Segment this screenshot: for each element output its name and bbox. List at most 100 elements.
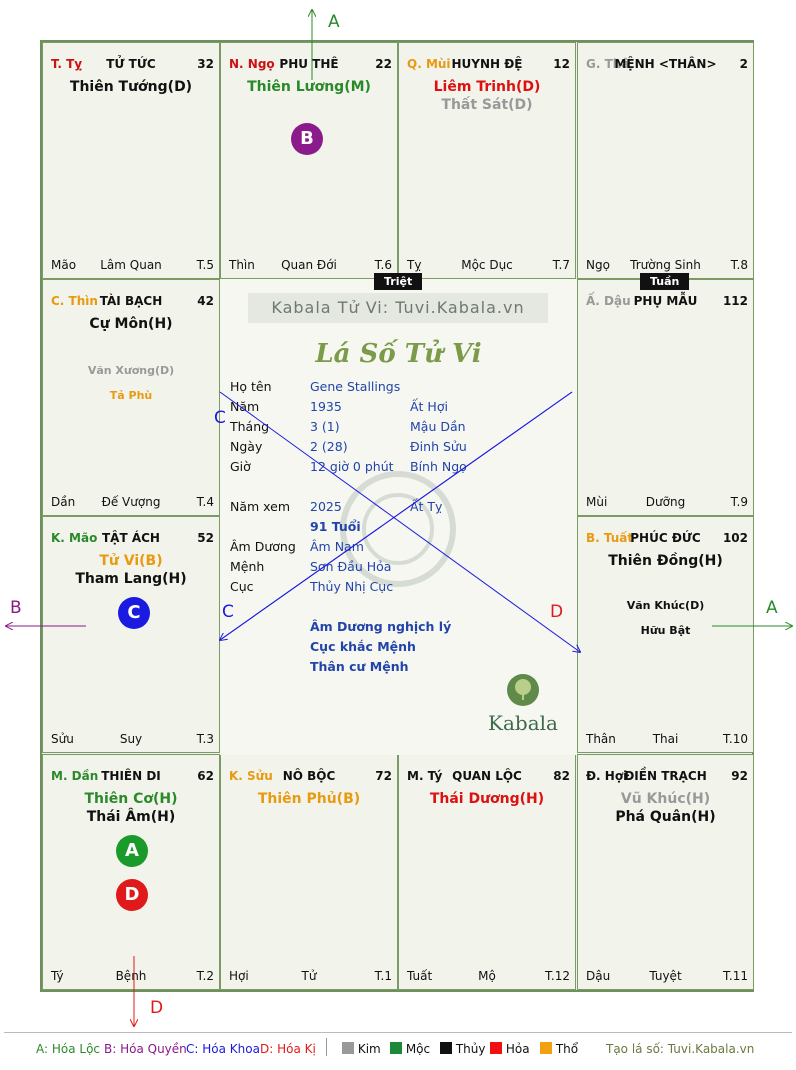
palace-name: NÔ BỘC (282, 769, 336, 783)
palace-branch: Hợi (229, 969, 249, 983)
palace-stem: B. Tuất (586, 531, 634, 545)
palace-dan[interactable]: M. Dần THIÊN DI 62 Thiên Cơ(H) Thái Âm(H) Tý B… (42, 754, 220, 990)
info-value: 2025 (310, 499, 342, 514)
palace-hoi[interactable]: Đ. Hợi ĐIỀN TRẠCH 92 Vũ Khúc(H) Phá Quân(H) D… (577, 754, 754, 990)
palace-number: 72 (375, 769, 392, 783)
transform-badge-d: D (116, 879, 148, 911)
palace-name: QUAN LỘC (452, 769, 522, 783)
palace-period: T.9 (730, 495, 748, 509)
tuan-tag: Tuần (640, 273, 690, 290)
arrow-label-a-top: A (328, 12, 340, 32)
palace-thin[interactable]: C. Thìn TÀI BẠCH 42 Cự Môn(H) Văn Xương(D) Tả… (42, 279, 220, 516)
palace-mao[interactable]: K. Mão TẬT ÁCH 52 Tử Vi(B) Tham Lang(H) Sửu Su… (42, 516, 220, 753)
legend-element: Thủy (440, 1042, 485, 1056)
palace-stage: Lâm Quan (100, 258, 162, 272)
transform-badge-b: B (291, 123, 323, 155)
palace-number: 92 (731, 769, 748, 783)
palace-tuat[interactable]: B. Tuất PHÚC ĐỨC 102 Thiên Đồng(H) Văn Khúc(… (577, 516, 754, 753)
legend-element: Kim (342, 1042, 381, 1056)
palace-period: T.10 (723, 732, 748, 746)
palace-than[interactable]: G. Thâ MỆNH <THÂN> 2 Ngọ Trường Sinh T.8 (577, 42, 754, 279)
transform-badge-c: C (118, 597, 150, 629)
palace-name: THIÊN DI (101, 769, 161, 783)
info-value-secondary: Ất Tỵ (410, 499, 443, 514)
info-value: 1935 (310, 399, 342, 414)
major-star: Thái Âm(H) (86, 809, 176, 825)
chart-note: Cục khắc Mệnh (310, 639, 416, 654)
element-swatch (390, 1042, 402, 1054)
info-value-secondary: Đinh Sửu (410, 439, 467, 454)
palace-stem: T. Tỵ (51, 57, 83, 71)
palace-name: TẬT ÁCH (102, 531, 160, 545)
info-value: Âm Nam (310, 539, 364, 554)
palace-branch: Mùi (586, 495, 608, 509)
palace-ty[interactable]: T. Tỵ TỬ TỨC 32 Thiên Tướng(D) Mão Lâm Quan T.… (42, 42, 220, 279)
palace-branch: Thìn (229, 258, 255, 272)
logo-text: Kabala (488, 711, 558, 735)
element-swatch (490, 1042, 502, 1054)
palace-tys[interactable]: M. Tý QUAN LỘC 82 Thái Dương(H) Tuất Mộ T.12 (398, 754, 576, 990)
palace-number: 52 (197, 531, 214, 545)
palace-stage: Đế Vượng (101, 495, 161, 509)
info-value: 91 Tuổi (310, 519, 361, 534)
palace-stem: G. Thâ (586, 57, 630, 71)
info-key: Năm xem (230, 499, 291, 514)
arrow-label-d-bottom: D (150, 998, 164, 1018)
info-value: 3 (1) (310, 419, 340, 434)
chart-board: T. Tỵ TỬ TỨC 32 Thiên Tướng(D) Mão Lâm Quan T.… (40, 40, 754, 992)
chart-title: Lá Số Tử Vi (315, 339, 482, 369)
palace-stage: Dưỡng (645, 495, 686, 509)
major-star: Thiên Phủ(B) (257, 791, 361, 807)
palace-number: 22 (375, 57, 392, 71)
legend-element: Mộc (390, 1042, 430, 1056)
palace-number: 102 (722, 531, 748, 545)
major-star: Thiên Lương(M) (247, 79, 371, 95)
palace-number: 32 (197, 57, 214, 71)
minor-star: Tả Phù (109, 389, 153, 402)
palace-name: ĐIỀN TRẠCH (624, 769, 707, 783)
arrow-label-c-upper: C (214, 408, 226, 428)
palace-ngo[interactable]: N. Ngọ PHU THÊ 22 Thiên Lương(M) Thìn Quan Đớ… (220, 42, 398, 279)
palace-mui[interactable]: Q. Mùi HUYNH ĐỆ 12 Liêm Trinh(D) Thất Sát(D)… (398, 42, 576, 279)
palace-name: MỆNH <THÂN> (614, 57, 717, 71)
palace-number: 62 (197, 769, 214, 783)
palace-branch: Ngọ (586, 258, 610, 272)
palace-period: T.5 (196, 258, 214, 272)
legend-transform: D: Hóa Kị (260, 1042, 316, 1056)
transform-badge-a: A (116, 835, 148, 867)
element-swatch (440, 1042, 452, 1054)
palace-number: 112 (722, 294, 748, 308)
palace-branch: Sửu (51, 732, 74, 746)
palace-name: PHỤ MẪU (633, 294, 698, 308)
palace-stem: Q. Mùi (407, 57, 451, 71)
arrow-label-d-diag: D (550, 602, 564, 622)
palace-stage: Trường Sinh (630, 258, 701, 272)
palace-number: 2 (739, 57, 748, 71)
minor-star: Hữu Bật (640, 624, 691, 637)
chart-note: Thân cư Mệnh (310, 659, 409, 674)
palace-stem: C. Thìn (51, 294, 98, 308)
palace-stage: Suy (119, 732, 143, 746)
palace-number: 42 (197, 294, 214, 308)
info-key: Âm Dương (230, 539, 296, 554)
palace-suu[interactable]: K. Sửu NÔ BỘC 72 Thiên Phủ(B) Hợi Tử T.1 (220, 754, 398, 990)
legend-element: Hỏa (490, 1042, 530, 1056)
tree-icon (507, 674, 539, 706)
major-star: Cự Môn(H) (89, 316, 173, 332)
palace-period: T.11 (723, 969, 748, 983)
info-key: Cục (230, 579, 254, 594)
info-value: Sơn Đầu Hỏa (310, 559, 392, 574)
minor-star: Văn Xương(D) (87, 364, 175, 377)
arrow-label-b-left: B (10, 598, 22, 618)
palace-stage: Tuyệt (649, 969, 682, 983)
major-star: Thiên Tướng(D) (69, 79, 193, 95)
major-star: Tham Lang(H) (75, 571, 187, 587)
palace-stage: Mộ (478, 969, 496, 983)
major-star: Thái Dương(H) (429, 791, 545, 807)
chart-note: Âm Dương nghịch lý (310, 619, 452, 634)
palace-number: 12 (553, 57, 570, 71)
palace-dau[interactable]: Ấ. Dậu PHỤ MẪU 112 Mùi Dưỡng T.9 (577, 279, 754, 516)
palace-branch: Tỵ (407, 258, 422, 272)
palace-stage: Tử (301, 969, 317, 983)
palace-period: T.6 (374, 258, 392, 272)
